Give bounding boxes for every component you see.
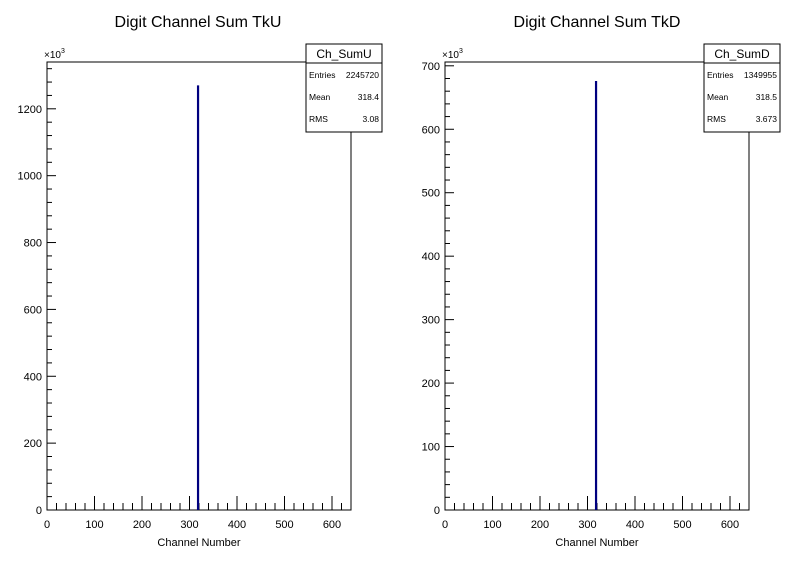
- stats-box: Ch_SumU Entries 2245720 Mean 318.4 RMS 3.08: [305, 43, 383, 133]
- y-tick-label: 400: [422, 251, 440, 263]
- stats-box: Ch_SumD Entries 1349955 Mean 318.5 RMS 3.673: [703, 43, 781, 133]
- x-tick-label: 600: [323, 519, 341, 531]
- x-tick-label: 0: [44, 519, 50, 531]
- x-axis-title: Channel Number: [555, 537, 638, 549]
- x-tick-label: 300: [578, 519, 596, 531]
- y-tick-label: 300: [422, 315, 440, 327]
- stats-name: Ch_SumD: [714, 47, 770, 61]
- y-tick-label: 0: [36, 505, 42, 517]
- stats-value-mean: 318.4: [358, 92, 380, 102]
- y-tick-label: 200: [422, 378, 440, 390]
- x-tick-label: 0: [442, 519, 448, 531]
- x-tick-label: 200: [531, 519, 549, 531]
- y-multiplier-exponent: 3: [459, 48, 463, 55]
- stats-label-entries: Entries: [707, 70, 733, 80]
- y-multiplier-label: ×103: [44, 48, 65, 61]
- y-tick-label: 600: [422, 124, 440, 136]
- stats-value-entries: 2245720: [346, 70, 379, 80]
- stats-label-entries: Entries: [309, 70, 335, 80]
- stats-name: Ch_SumU: [316, 47, 371, 61]
- y-tick-label: 1200: [18, 104, 42, 116]
- y-tick-label: 500: [422, 188, 440, 200]
- x-tick-label: 200: [133, 519, 151, 531]
- x-tick-label: 600: [721, 519, 739, 531]
- x-tick-label: 300: [180, 519, 198, 531]
- stats-label-rms: RMS: [309, 114, 328, 124]
- y-multiplier-label: ×103: [442, 48, 463, 61]
- x-tick-label: 400: [228, 519, 246, 531]
- chart-panel-tkd: Digit Channel Sum TkD 0 100 200 300 400 500 600…: [422, 14, 781, 549]
- y-tick-label: 1000: [18, 171, 42, 183]
- x-tick-label: 100: [483, 519, 501, 531]
- y-tick-label: 600: [24, 304, 42, 316]
- stats-value-rms: 3.673: [756, 114, 778, 124]
- stats-box-frame: [305, 43, 383, 133]
- stats-label-rms: RMS: [707, 114, 726, 124]
- stats-value-entries: 1349955: [744, 70, 777, 80]
- y-tick-label: 200: [24, 438, 42, 450]
- y-tick-label: 0: [434, 505, 440, 517]
- stats-box-frame: [703, 43, 781, 133]
- y-multiplier-base: ×10: [442, 50, 459, 61]
- chart-panel-tku: Digit Channel Sum TkU 0 100 200 300 400 500 600…: [18, 14, 383, 549]
- y-multiplier-base: ×10: [44, 50, 61, 61]
- y-tick-label: 100: [422, 442, 440, 454]
- x-tick-label: 500: [673, 519, 691, 531]
- x-axis-title: Channel Number: [157, 537, 240, 549]
- chart-title: Digit Channel Sum TkD: [514, 14, 681, 31]
- x-tick-label: 500: [275, 519, 293, 531]
- stats-label-mean: Mean: [707, 92, 729, 102]
- y-tick-label: 700: [422, 61, 440, 73]
- y-tick-label: 400: [24, 371, 42, 383]
- stats-value-rms: 3.08: [362, 114, 379, 124]
- y-tick-label: 800: [24, 238, 42, 250]
- stats-value-mean: 318.5: [756, 92, 778, 102]
- x-tick-label: 400: [626, 519, 644, 531]
- chart-title: Digit Channel Sum TkU: [115, 14, 282, 31]
- y-multiplier-exponent: 3: [61, 48, 65, 55]
- x-tick-label: 100: [85, 519, 103, 531]
- stats-label-mean: Mean: [309, 92, 331, 102]
